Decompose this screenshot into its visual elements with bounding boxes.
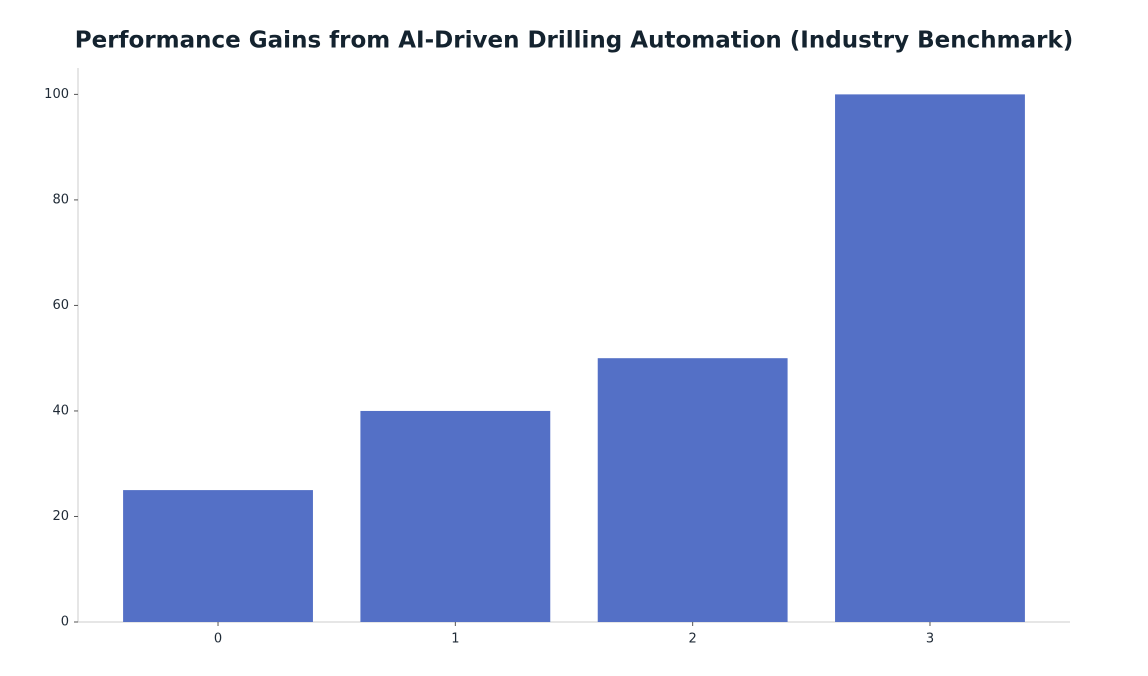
bar [835,94,1025,622]
chart-title: Performance Gains from AI-Driven Drillin… [75,28,1074,54]
x-tick-label: 3 [926,632,934,647]
x-tick-label: 0 [214,632,222,647]
bar [123,490,313,622]
x-tick-label: 1 [451,632,459,647]
y-tick-label: 40 [52,403,69,418]
bar [360,410,551,622]
y-tick-label: 60 [52,298,69,313]
bar [597,358,788,622]
y-tick-label: 100 [44,87,69,102]
x-tick-label: 2 [689,632,697,647]
y-tick-label: 0 [61,615,69,630]
y-tick-label: 80 [52,192,69,207]
y-tick-label: 20 [52,509,69,524]
